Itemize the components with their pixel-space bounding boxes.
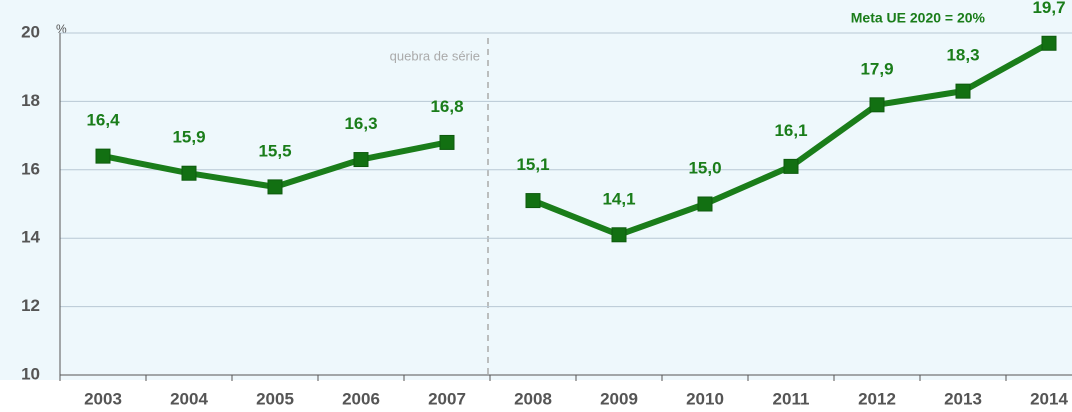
annotation: Meta UE 2020 = 20% xyxy=(851,10,986,26)
data-label: 15,1 xyxy=(516,155,549,174)
x-tick-label: 2012 xyxy=(858,389,896,408)
annotation: quebra de série xyxy=(390,48,480,63)
y-axis-label: % xyxy=(56,22,67,36)
marker xyxy=(181,165,197,181)
data-label: 16,3 xyxy=(344,114,377,133)
x-tick-label: 2014 xyxy=(1030,389,1068,408)
y-tick-label: 20 xyxy=(21,22,40,41)
data-label: 15,0 xyxy=(688,158,721,177)
y-tick-label: 12 xyxy=(21,296,40,315)
marker xyxy=(439,134,455,150)
marker xyxy=(697,196,713,212)
plot-background xyxy=(0,0,1072,380)
data-label: 19,7 xyxy=(1032,0,1065,17)
marker xyxy=(525,193,541,209)
data-label: 15,5 xyxy=(258,141,291,160)
data-label: 16,4 xyxy=(86,111,120,130)
data-label: 14,1 xyxy=(602,189,635,208)
data-label: 16,8 xyxy=(430,97,463,116)
marker xyxy=(955,83,971,99)
marker xyxy=(95,148,111,164)
x-tick-label: 2011 xyxy=(773,389,810,408)
x-tick-label: 2013 xyxy=(944,389,982,408)
data-label: 18,3 xyxy=(946,46,979,65)
x-tick-label: 2010 xyxy=(686,389,724,408)
marker xyxy=(869,97,885,113)
x-tick-label: 2003 xyxy=(84,389,122,408)
marker xyxy=(783,158,799,174)
y-tick-label: 10 xyxy=(21,364,40,383)
marker xyxy=(1041,35,1057,51)
data-label: 16,1 xyxy=(774,121,807,140)
y-tick-label: 18 xyxy=(21,91,40,110)
marker xyxy=(267,179,283,195)
x-tick-label: 2006 xyxy=(342,389,380,408)
x-tick-label: 2005 xyxy=(256,389,294,408)
y-tick-label: 16 xyxy=(21,159,40,178)
x-tick-label: 2008 xyxy=(514,389,552,408)
data-label: 15,9 xyxy=(172,128,205,147)
data-label: 17,9 xyxy=(860,59,893,78)
x-tick-label: 2009 xyxy=(600,389,638,408)
x-tick-label: 2007 xyxy=(428,389,466,408)
x-tick-label: 2004 xyxy=(170,389,208,408)
marker xyxy=(611,227,627,243)
y-tick-label: 14 xyxy=(21,228,40,247)
marker xyxy=(353,152,369,168)
